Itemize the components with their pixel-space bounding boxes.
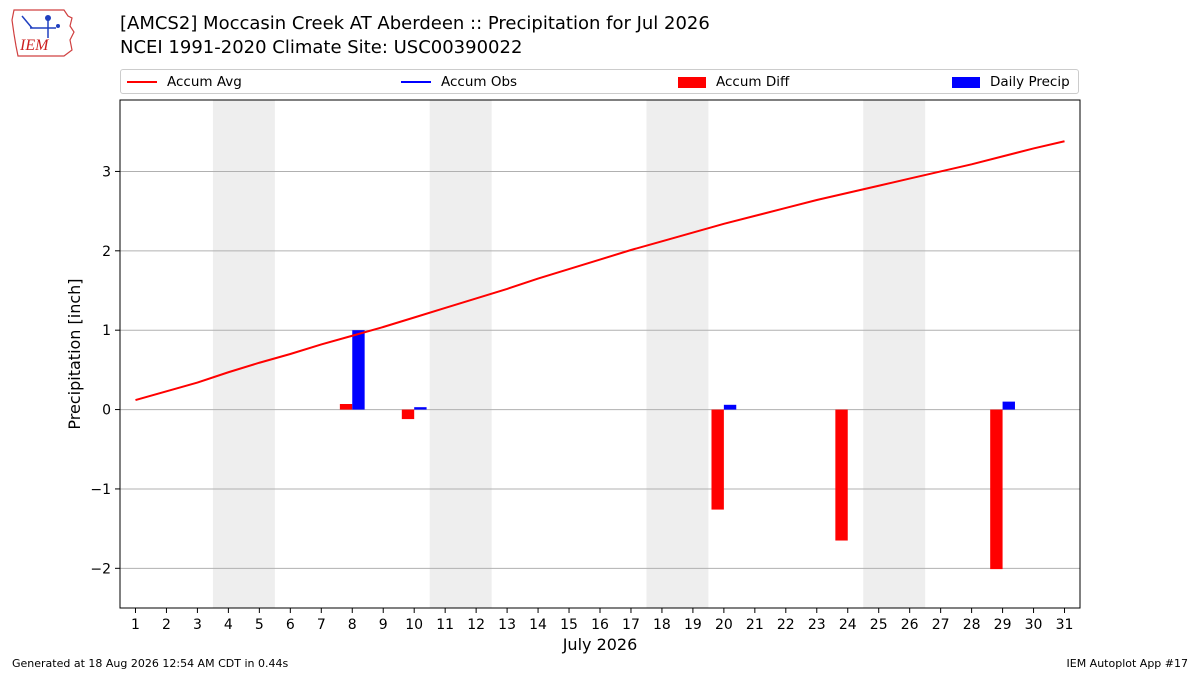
x-tick-label: 25 bbox=[870, 617, 888, 633]
x-tick-label: 14 bbox=[529, 617, 547, 633]
weekend-band bbox=[212, 100, 275, 608]
weekend-band bbox=[429, 100, 492, 608]
y-tick-label: 3 bbox=[102, 164, 111, 180]
x-tick-label: 7 bbox=[317, 617, 326, 633]
x-tick-label: 29 bbox=[994, 617, 1012, 633]
x-tick-label: 1 bbox=[131, 617, 140, 633]
x-tick-label: 16 bbox=[591, 617, 609, 633]
x-tick-label: 11 bbox=[436, 617, 454, 633]
legend-label-accum-obs: Accum Obs bbox=[441, 74, 518, 90]
y-tick-label: −2 bbox=[90, 561, 111, 577]
x-tick-label: 4 bbox=[224, 617, 233, 633]
x-tick-label: 2 bbox=[162, 617, 171, 633]
legend-swatch-daily-precip bbox=[952, 76, 980, 88]
x-tick-label: 18 bbox=[653, 617, 671, 633]
x-tick-label: 13 bbox=[498, 617, 516, 633]
x-tick-label: 26 bbox=[901, 617, 919, 633]
weekend-band bbox=[863, 100, 926, 608]
daily-precip-bar bbox=[1002, 401, 1015, 410]
accum-diff-bar bbox=[835, 409, 848, 541]
x-tick-label: 31 bbox=[1056, 617, 1074, 633]
legend-item-accum-avg: Accum Avg bbox=[127, 73, 242, 91]
x-tick-label: 27 bbox=[932, 617, 950, 633]
y-axis-label: Precipitation [inch] bbox=[65, 278, 84, 429]
legend-label-accum-diff: Accum Diff bbox=[716, 74, 790, 90]
legend-label-accum-avg: Accum Avg bbox=[167, 74, 242, 90]
legend-swatch-accum-diff bbox=[678, 76, 706, 88]
legend-swatch-accum-obs bbox=[401, 81, 431, 83]
y-tick-label: −1 bbox=[90, 482, 111, 498]
x-tick-label: 17 bbox=[622, 617, 640, 633]
x-tick-label: 24 bbox=[839, 617, 857, 633]
x-tick-label: 8 bbox=[348, 617, 357, 633]
chart-subtitle: NCEI 1991-2020 Climate Site: USC00390022 bbox=[120, 37, 523, 58]
logo-text: IEM bbox=[19, 37, 50, 54]
x-tick-label: 30 bbox=[1025, 617, 1043, 633]
x-tick-label: 3 bbox=[193, 617, 202, 633]
daily-precip-bar bbox=[352, 330, 365, 410]
daily-precip-bar bbox=[414, 407, 427, 410]
weekend-band bbox=[646, 100, 709, 608]
legend-label-daily-precip: Daily Precip bbox=[990, 74, 1070, 90]
x-axis-label: July 2026 bbox=[562, 635, 638, 654]
accum-avg-line bbox=[135, 140, 1065, 401]
y-tick-label: 0 bbox=[102, 403, 111, 419]
daily-precip-bar bbox=[723, 404, 737, 410]
legend-item-daily-precip: Daily Precip bbox=[952, 73, 1070, 91]
x-tick-label: 28 bbox=[963, 617, 981, 633]
legend-swatch-accum-avg bbox=[127, 81, 157, 83]
accum-diff-bar bbox=[339, 404, 353, 410]
x-tick-label: 22 bbox=[777, 617, 795, 633]
accum-diff-bar bbox=[401, 409, 415, 420]
x-tick-label: 10 bbox=[405, 617, 423, 633]
legend: Accum Avg Accum Obs Accum Diff Daily Pre… bbox=[120, 69, 1079, 94]
generated-timestamp: Generated at 18 Aug 2026 12:54 AM CDT in… bbox=[12, 657, 289, 670]
chart-title: [AMCS2] Moccasin Creek AT Aberdeen :: Pr… bbox=[120, 13, 710, 34]
x-tick-label: 21 bbox=[746, 617, 764, 633]
iem-logo: IEM bbox=[11, 9, 75, 57]
x-tick-label: 5 bbox=[255, 617, 264, 633]
x-tick-label: 6 bbox=[286, 617, 295, 633]
legend-item-accum-diff: Accum Diff bbox=[678, 73, 789, 91]
x-tick-label: 15 bbox=[560, 617, 578, 633]
accum-diff-bar bbox=[711, 409, 724, 510]
x-tick-label: 23 bbox=[808, 617, 826, 633]
autoplot-app-label: IEM Autoplot App #17 bbox=[1066, 657, 1189, 670]
x-tick-label: 20 bbox=[715, 617, 733, 633]
x-tick-label: 19 bbox=[684, 617, 702, 633]
x-tick-label: 12 bbox=[467, 617, 485, 633]
y-tick-label: 2 bbox=[102, 244, 111, 260]
y-tick-label: 1 bbox=[102, 323, 111, 339]
accum-diff-bar bbox=[990, 409, 1003, 570]
legend-item-accum-obs: Accum Obs bbox=[401, 73, 517, 91]
x-tick-label: 9 bbox=[379, 617, 388, 633]
